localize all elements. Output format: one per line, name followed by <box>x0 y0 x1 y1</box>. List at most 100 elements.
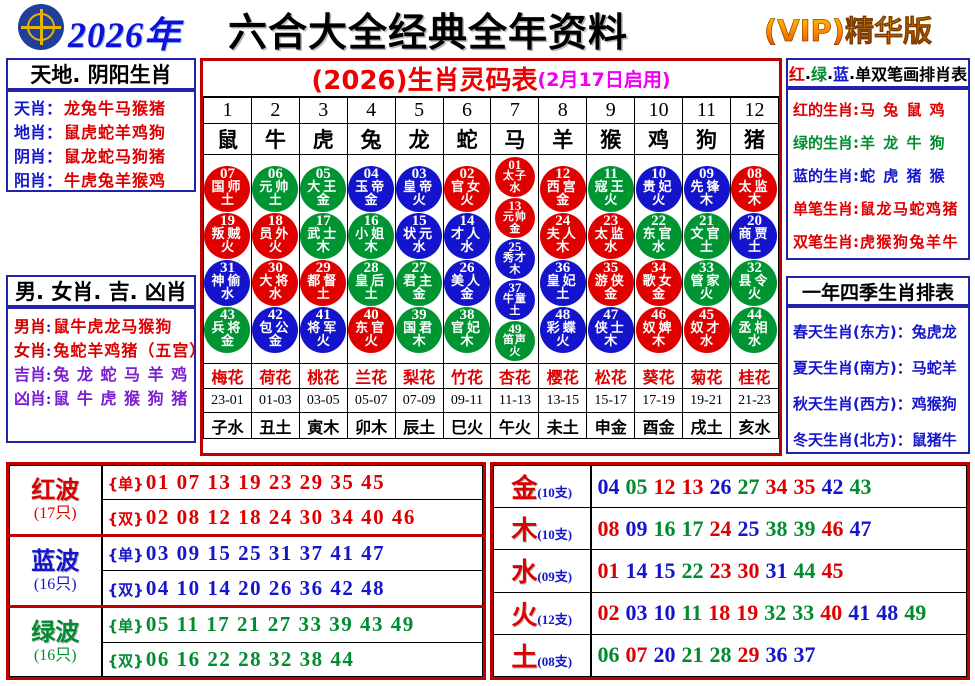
ball-17[interactable]: 17 武士木 <box>300 212 347 259</box>
ball-16[interactable]: 16 小姐木 <box>348 212 395 259</box>
ball-20[interactable]: 20 商贾土 <box>731 212 778 259</box>
ball-number: 27 <box>411 259 427 276</box>
ball-element: 水 <box>220 286 234 302</box>
ball-25[interactable]: 25 秀才木 <box>494 239 535 279</box>
right-head-part-6: 单双笔画排肖表 <box>855 65 968 84</box>
ball-title: 夫人 <box>546 226 579 242</box>
ball-19[interactable]: 19 叛贼火 <box>204 212 251 259</box>
grid-stem-1: 丑土 <box>250 412 300 439</box>
year-label: 2026年 <box>68 15 182 55</box>
ball-09[interactable]: 09 先锋木 <box>683 165 730 212</box>
ball-32[interactable]: 32 县令火 <box>731 259 778 306</box>
ball-element: 火 <box>604 192 618 208</box>
ball-03[interactable]: 03 皇帝火 <box>396 165 443 212</box>
ball-element: 木 <box>700 192 714 208</box>
wave-label-2: 绿波 (16只) <box>9 605 103 677</box>
grid-number-6: 7 <box>490 97 540 124</box>
ball-48[interactable]: 48 彩蝶火 <box>539 306 586 353</box>
wave-odd-numbers: 03 09 15 25 31 37 41 47 <box>145 541 386 566</box>
ball-number: 12 <box>555 165 571 182</box>
left-row-separator: : <box>46 319 52 336</box>
ball-title: 员外 <box>259 226 292 242</box>
ball-21[interactable]: 21 文官土 <box>683 212 730 259</box>
ball-14[interactable]: 14 才人水 <box>443 212 490 259</box>
ball-22[interactable]: 22 东官水 <box>635 212 682 259</box>
ball-15[interactable]: 15 状元水 <box>396 212 443 259</box>
ball-07[interactable]: 07 国师土 <box>204 165 251 212</box>
grid-flower-1: 荷花 <box>250 363 300 389</box>
right-row-value: 鼠龙马蛇鸡猪 <box>860 200 960 218</box>
ball-element: 水 <box>509 181 521 194</box>
ball-number: 20 <box>746 212 762 229</box>
ball-title: 管家 <box>690 273 723 289</box>
ball-element: 木 <box>747 192 761 208</box>
ball-26[interactable]: 26 美人金 <box>443 259 490 306</box>
season-row-3: 冬天生肖(北方)：鼠猪牛 <box>793 430 957 449</box>
ball-02[interactable]: 02 官女火 <box>443 165 490 212</box>
grid-row-stems: 子水 丑土 寅木 卯木 辰土 巳火 午火 未土 申金 酉金 戌土 亥水 <box>203 412 780 439</box>
element-number-26: 26 <box>709 473 732 499</box>
ball-40[interactable]: 40 东官火 <box>348 306 395 353</box>
ball-36[interactable]: 36 皇妃土 <box>539 259 586 306</box>
ball-46[interactable]: 46 奴婢木 <box>635 306 682 353</box>
ball-number: 25 <box>508 239 522 254</box>
grid-ball-column-2: 05 大王金 17 武士木 29 都督土 41 将军火 <box>298 154 348 364</box>
grid-ball-column-7: 12 西宫金 24 夫人木 36 皇妃土 48 彩蝶火 <box>538 154 588 364</box>
ball-27[interactable]: 27 君主金 <box>396 259 443 306</box>
grid-flower-8: 松花 <box>586 363 636 389</box>
ball-title: 先锋 <box>690 179 723 195</box>
grid-flower-6: 杏花 <box>490 363 540 389</box>
ball-41[interactable]: 41 将军火 <box>300 306 347 353</box>
ball-13[interactable]: 13 元帅金 <box>494 198 535 238</box>
season-row-2: 秋天生肖(西方)：鸡猴狗 <box>793 394 957 413</box>
left-row-2-0: 男肖: 鼠牛虎龙马猴狗 <box>14 313 194 337</box>
element-number-09: 09 <box>625 515 648 541</box>
ball-30[interactable]: 30 大将水 <box>252 259 299 306</box>
left-row-2-1: 女肖: 兔蛇羊鸡猪（五宫） <box>14 337 205 361</box>
ball-10[interactable]: 10 贵妃火 <box>635 165 682 212</box>
ball-06[interactable]: 06 元帅土 <box>252 165 299 212</box>
ball-35[interactable]: 35 游侠金 <box>587 259 634 306</box>
ball-element: 火 <box>747 286 761 302</box>
ball-45[interactable]: 45 奴才水 <box>683 306 730 353</box>
ball-number: 29 <box>315 259 331 276</box>
ball-31[interactable]: 31 神偷水 <box>204 259 251 306</box>
ball-title: 皇妃 <box>546 273 579 289</box>
ball-39[interactable]: 39 国君木 <box>396 306 443 353</box>
ball-47[interactable]: 47 侠士木 <box>587 306 634 353</box>
element-number-27: 27 <box>737 473 760 499</box>
element-number-25: 25 <box>737 515 760 541</box>
grid-zodiac-8: 猴 <box>586 123 636 155</box>
ball-49[interactable]: 49 笛声火 <box>494 321 535 361</box>
element-number-01: 01 <box>597 557 620 583</box>
ball-24[interactable]: 24 夫人木 <box>539 212 586 259</box>
right-row-2: 蓝的生肖: 蛇 虎 猪 猴 <box>793 159 968 192</box>
ball-04[interactable]: 04 玉帝金 <box>348 165 395 212</box>
ball-11[interactable]: 11 寇王火 <box>587 165 634 212</box>
ball-43[interactable]: 43 兵将金 <box>204 306 251 353</box>
ball-37[interactable]: 37 牛童土 <box>494 280 535 320</box>
ball-34[interactable]: 34 歌女金 <box>635 259 682 306</box>
ball-23[interactable]: 23 太监水 <box>587 212 634 259</box>
grid-ball-column-3: 04 玉帝金 16 小姐木 28 皇后土 40 东官火 <box>346 154 396 364</box>
ball-05[interactable]: 05 大王金 <box>300 165 347 212</box>
grid-zodiac-0: 鼠 <box>203 123 252 155</box>
ball-number: 48 <box>555 306 571 323</box>
ball-28[interactable]: 28 皇后土 <box>348 259 395 306</box>
wave-even-cell-0: {双}02 08 12 18 24 30 34 40 46 <box>101 499 483 536</box>
ball-29[interactable]: 29 都督土 <box>300 259 347 306</box>
ball-01[interactable]: 01 太子水 <box>494 157 535 197</box>
ball-08[interactable]: 08 太监木 <box>731 165 778 212</box>
element-number-02: 02 <box>597 600 620 626</box>
ball-33[interactable]: 33 管家火 <box>683 259 730 306</box>
left-row-separator: : <box>46 367 52 384</box>
ball-42[interactable]: 42 包公金 <box>252 306 299 353</box>
element-number-21: 21 <box>681 642 704 668</box>
ball-12[interactable]: 12 西宫金 <box>539 165 586 212</box>
ball-element: 木 <box>509 263 521 276</box>
ball-title: 县令 <box>738 273 771 289</box>
ball-18[interactable]: 18 员外火 <box>252 212 299 259</box>
ball-38[interactable]: 38 官妃木 <box>443 306 490 353</box>
element-row-4: 土(08支) 06 07 20 21 28 29 36 37 <box>493 633 967 678</box>
ball-44[interactable]: 44 丞相水 <box>731 306 778 353</box>
